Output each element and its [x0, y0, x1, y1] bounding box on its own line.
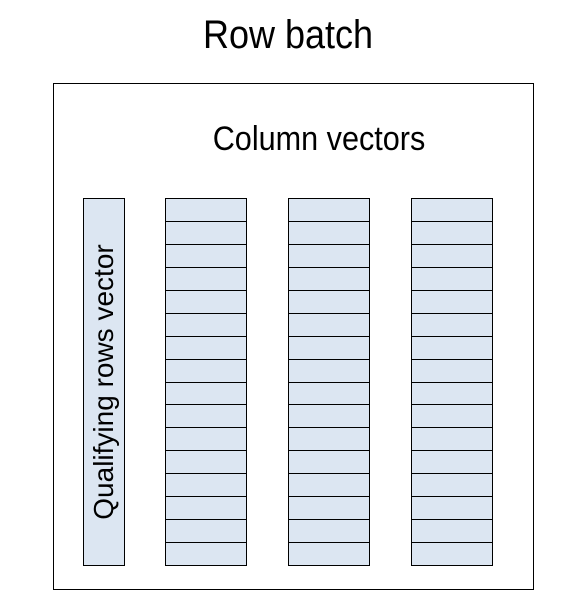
vector-cell [412, 244, 492, 268]
vector-cell [412, 313, 492, 337]
vector-cell [166, 244, 246, 268]
vector-cell [412, 497, 492, 521]
vector-cell [412, 520, 492, 544]
qualifying-rows-label: Qualifying rows vector [88, 244, 119, 520]
qualifying-rows-vector: Qualifying rows vector [83, 198, 125, 566]
column-vector [411, 198, 493, 566]
vector-cell [412, 336, 492, 360]
vector-cell [412, 451, 492, 475]
vector-cell [289, 497, 369, 521]
vector-cell [412, 474, 492, 498]
vector-cell [289, 336, 369, 360]
vector-cell [289, 290, 369, 314]
vector-cell [289, 382, 369, 406]
vector-cell [166, 451, 246, 475]
vector-cell [166, 336, 246, 360]
vector-cell [289, 474, 369, 498]
vector-cell [412, 543, 492, 565]
vector-cell [166, 474, 246, 498]
vector-cell [289, 313, 369, 337]
vector-cell [166, 290, 246, 314]
vector-cell [412, 428, 492, 452]
vector-cell [289, 244, 369, 268]
vector-cell [289, 221, 369, 245]
vector-cell [166, 221, 246, 245]
diagram-title: Row batch [202, 13, 374, 57]
vector-cell [289, 451, 369, 475]
vector-cell [289, 199, 369, 222]
vector-cell [412, 267, 492, 291]
vector-cell [166, 520, 246, 544]
vector-cell [166, 428, 246, 452]
vector-cell [166, 359, 246, 383]
column-vector [288, 198, 370, 566]
vector-cell [166, 199, 246, 222]
column-vectors-label: Column vectors [212, 120, 426, 158]
vector-cell [166, 543, 246, 565]
vector-cell [166, 382, 246, 406]
vector-cell [289, 267, 369, 291]
vector-cell [412, 199, 492, 222]
vector-cell [289, 520, 369, 544]
column-vector [165, 198, 247, 566]
vector-cell [166, 267, 246, 291]
vector-cell [289, 405, 369, 429]
vector-cell [412, 405, 492, 429]
vector-cell [289, 428, 369, 452]
vector-cell [412, 359, 492, 383]
vector-cell [289, 359, 369, 383]
vector-cell [412, 382, 492, 406]
vector-cell [166, 405, 246, 429]
vector-cell [412, 290, 492, 314]
vector-cell [412, 221, 492, 245]
vector-cell [166, 313, 246, 337]
vector-cell [166, 497, 246, 521]
vector-cell [289, 543, 369, 565]
